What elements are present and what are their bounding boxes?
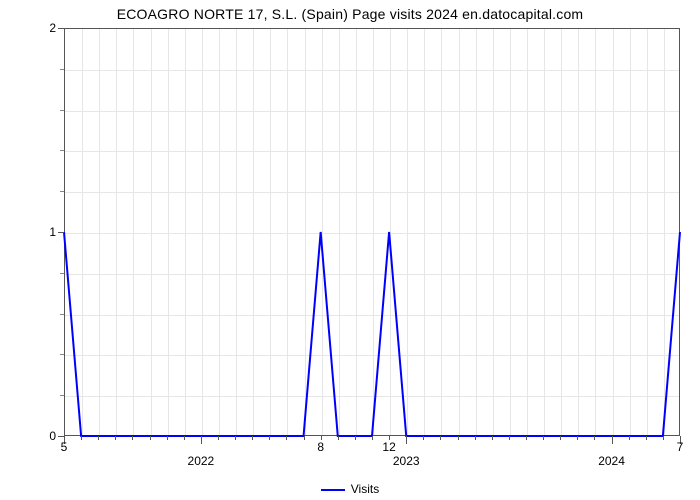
x-tick-minor	[235, 436, 236, 440]
x-tick-minor	[218, 436, 219, 440]
x-tick-minor	[577, 436, 578, 440]
x-tick-minor	[372, 436, 373, 440]
x-tick-major	[612, 436, 613, 444]
x-tick-minor	[269, 436, 270, 440]
y-tick	[58, 232, 64, 233]
x-month-label: 7	[677, 440, 684, 454]
x-tick-minor	[132, 436, 133, 440]
x-tick-minor	[440, 436, 441, 440]
x-tick-minor	[167, 436, 168, 440]
x-tick-minor	[184, 436, 185, 440]
x-month-label: 5	[61, 440, 68, 454]
x-tick-minor	[115, 436, 116, 440]
x-tick-minor	[304, 436, 305, 440]
x-tick-minor	[543, 436, 544, 440]
y-minor-tick	[60, 191, 64, 192]
y-tick-label: 0	[16, 429, 56, 443]
x-tick-minor	[526, 436, 527, 440]
x-tick-minor	[475, 436, 476, 440]
y-minor-tick	[60, 273, 64, 274]
x-tick-minor	[458, 436, 459, 440]
chart-line	[0, 0, 700, 500]
x-tick-minor	[560, 436, 561, 440]
x-month-label: 12	[382, 440, 395, 454]
x-tick-minor	[663, 436, 664, 440]
x-tick-minor	[355, 436, 356, 440]
x-tick-minor	[423, 436, 424, 440]
x-tick-minor	[646, 436, 647, 440]
x-tick-minor	[150, 436, 151, 440]
legend-label: Visits	[351, 482, 379, 496]
x-tick-major	[201, 436, 202, 444]
y-minor-tick	[60, 314, 64, 315]
x-tick-minor	[338, 436, 339, 440]
x-tick-minor	[98, 436, 99, 440]
x-year-label: 2023	[393, 454, 420, 468]
x-year-label: 2022	[188, 454, 215, 468]
y-minor-tick	[60, 110, 64, 111]
y-minor-tick	[60, 395, 64, 396]
y-minor-tick	[60, 69, 64, 70]
x-month-label: 8	[317, 440, 324, 454]
x-tick-minor	[629, 436, 630, 440]
x-tick-minor	[594, 436, 595, 440]
legend-swatch	[321, 489, 345, 491]
x-tick-minor	[81, 436, 82, 440]
series-line	[64, 232, 680, 436]
y-tick-label: 2	[16, 21, 56, 35]
x-tick-minor	[492, 436, 493, 440]
y-minor-tick	[60, 354, 64, 355]
y-tick	[58, 28, 64, 29]
x-year-label: 2024	[598, 454, 625, 468]
x-tick-minor	[286, 436, 287, 440]
x-tick-major	[406, 436, 407, 444]
x-tick-minor	[509, 436, 510, 440]
y-tick-label: 1	[16, 225, 56, 239]
legend: Visits	[0, 482, 700, 496]
y-minor-tick	[60, 150, 64, 151]
x-tick-minor	[252, 436, 253, 440]
